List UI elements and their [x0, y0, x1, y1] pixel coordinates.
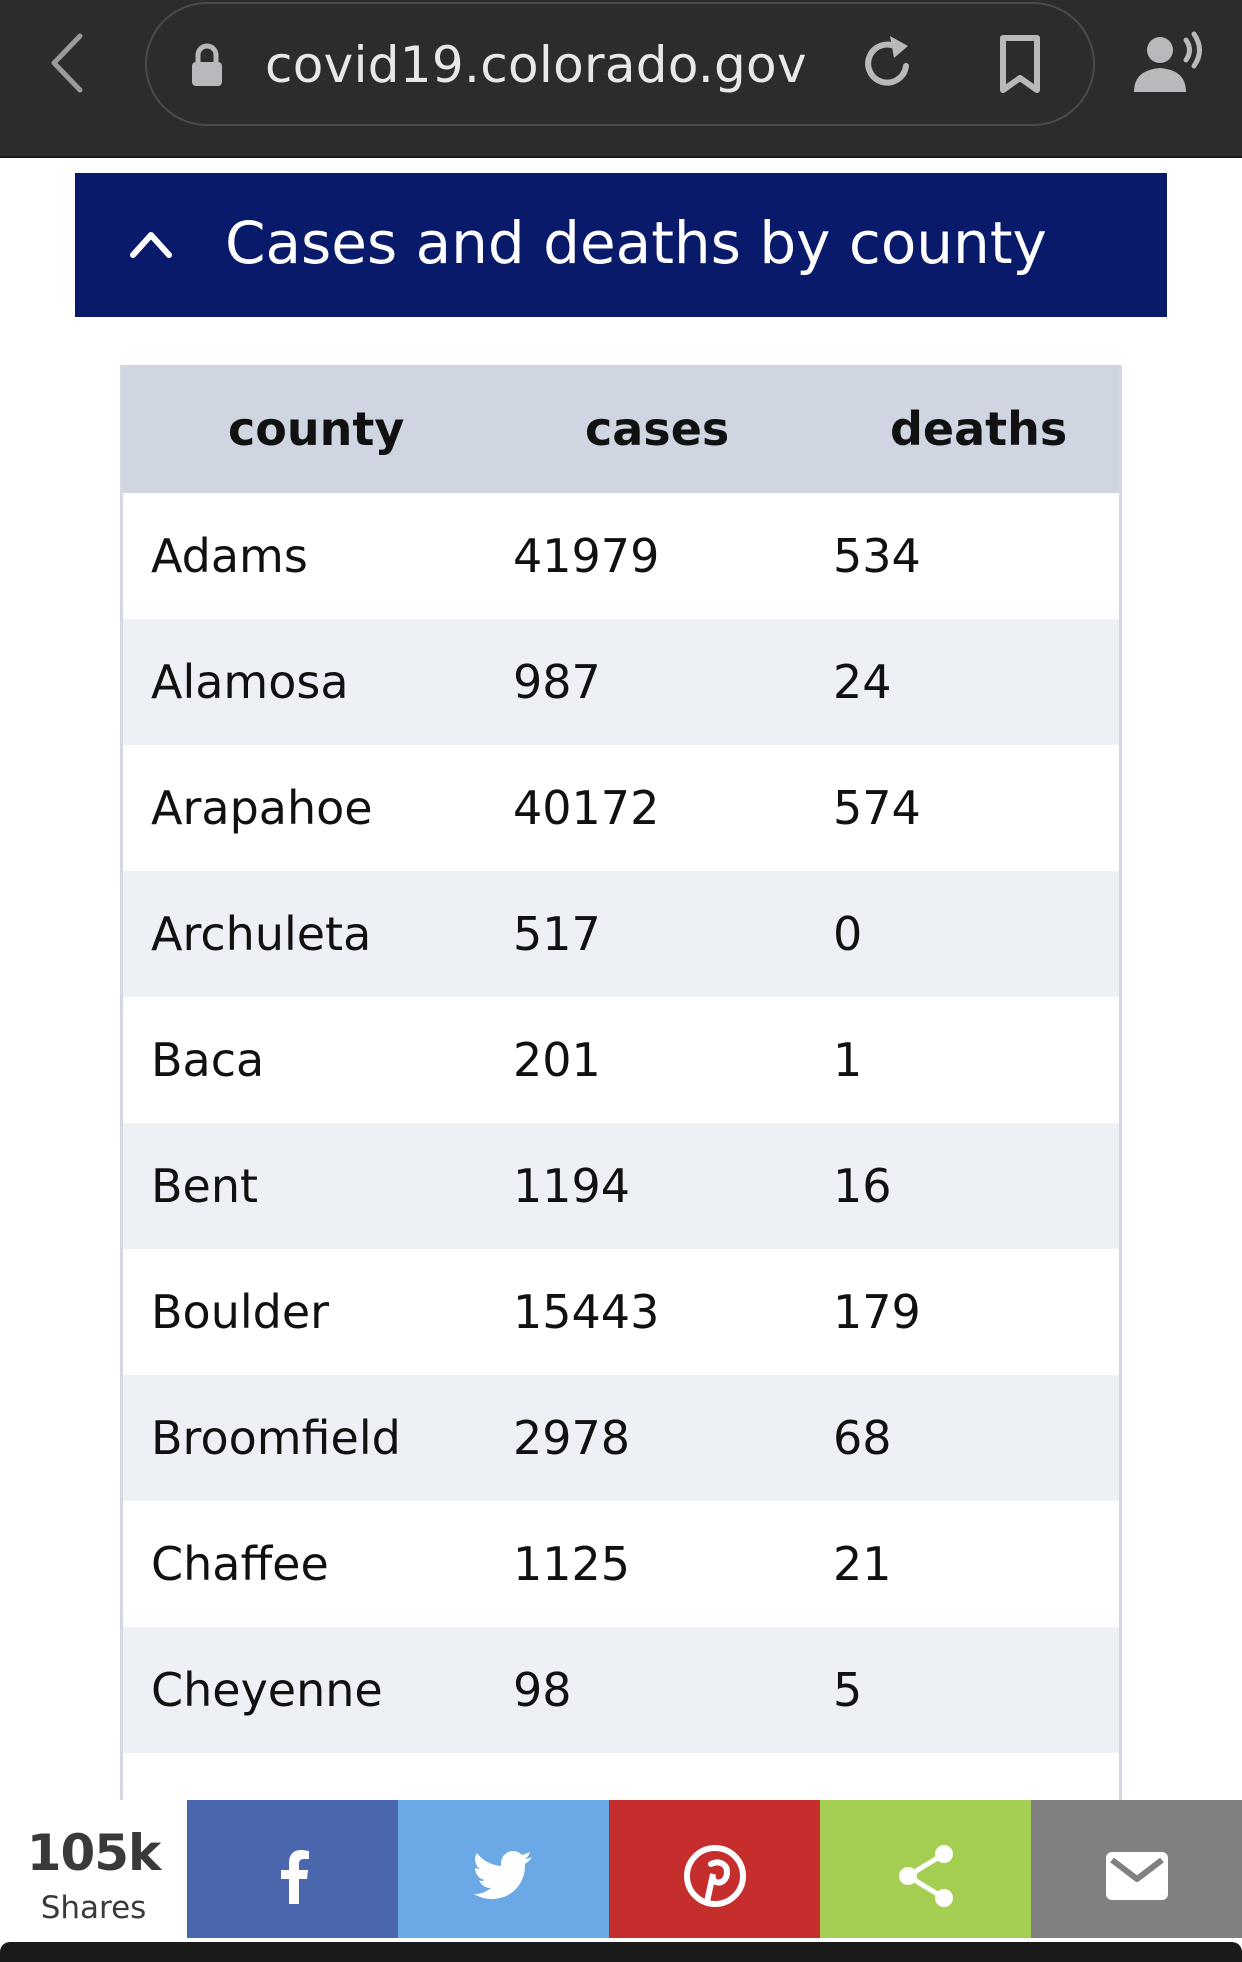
table-row: Archuleta 517 0: [123, 871, 1119, 997]
facebook-icon: [280, 1849, 309, 1904]
url-text[interactable]: covid19.colorado.gov: [265, 36, 807, 94]
table-header: county cases deaths: [123, 365, 1119, 493]
cell-cases: 2978: [513, 1411, 631, 1465]
county-table: county cases deaths Adams 41979 534 Alam…: [120, 365, 1122, 1820]
cell-county: Alamosa: [151, 655, 349, 709]
chevron-left-icon: [51, 33, 83, 93]
cell-cases: 40172: [513, 781, 660, 835]
table-row: Adams 41979 534: [123, 493, 1119, 619]
cell-cases: 98: [513, 1663, 572, 1717]
cell-county: Bent: [151, 1159, 259, 1213]
cell-county: Chaffee: [151, 1537, 329, 1591]
home-indicator: [0, 1938, 1242, 1962]
table-row: Cheyenne 98 5: [123, 1627, 1119, 1753]
cell-deaths: 534: [833, 529, 921, 583]
cell-deaths: 24: [833, 655, 892, 709]
table-row: Bent 1194 16: [123, 1123, 1119, 1249]
cell-deaths: 16: [833, 1159, 892, 1213]
share-count-label: Shares: [40, 1890, 147, 1926]
twitter-icon: [473, 1850, 532, 1899]
cell-county: Arapahoe: [151, 781, 373, 835]
address-bar[interactable]: [145, 2, 1095, 126]
column-header-deaths: deaths: [890, 402, 1068, 456]
accordion-header[interactable]: Cases and deaths by county: [75, 173, 1167, 317]
table-body: Adams 41979 534 Alamosa 987 24 Arapahoe …: [123, 493, 1119, 1753]
read-aloud-icon[interactable]: [1130, 30, 1210, 96]
share-count-number: 105k: [26, 1824, 162, 1882]
cell-deaths: 574: [833, 781, 921, 835]
cell-cases: 517: [513, 907, 601, 961]
lock-icon: [190, 42, 224, 88]
cell-cases: 1194: [513, 1159, 631, 1213]
bookmark-icon[interactable]: [995, 34, 1045, 94]
share-icon: [898, 1844, 953, 1907]
table-row: Baca 201 1: [123, 997, 1119, 1123]
share-count: 105k Shares: [0, 1800, 187, 1951]
cell-cases: 41979: [513, 529, 660, 583]
back-button[interactable]: [44, 28, 104, 98]
cell-deaths: 179: [833, 1285, 921, 1339]
email-share-button[interactable]: [1031, 1800, 1242, 1951]
pinterest-share-button[interactable]: [609, 1800, 820, 1951]
accordion-title: Cases and deaths by county: [225, 209, 1047, 277]
cell-cases: 15443: [513, 1285, 660, 1339]
table-row: Broomfield 2978 68: [123, 1375, 1119, 1501]
cell-cases: 1125: [513, 1537, 631, 1591]
table-row: Boulder 15443 179: [123, 1249, 1119, 1375]
cell-deaths: 1: [833, 1033, 863, 1087]
share-bar: 105k Shares: [0, 1800, 1242, 1951]
cell-county: Boulder: [151, 1285, 330, 1339]
table-row: Chaffee 1125 21: [123, 1501, 1119, 1627]
pinterest-icon: [683, 1844, 746, 1907]
reload-icon[interactable]: [860, 32, 916, 94]
chevron-up-icon: [127, 223, 175, 263]
column-header-cases: cases: [585, 402, 730, 456]
cell-deaths: 0: [833, 907, 863, 961]
table-row: Arapahoe 40172 574: [123, 745, 1119, 871]
cell-deaths: 21: [833, 1537, 892, 1591]
cell-cases: 987: [513, 655, 601, 709]
cell-county: Adams: [151, 529, 308, 583]
email-icon: [1105, 1851, 1168, 1900]
cell-deaths: 5: [833, 1663, 863, 1717]
column-header-county: county: [228, 402, 405, 456]
cell-county: Cheyenne: [151, 1663, 383, 1717]
cell-county: Archuleta: [151, 907, 372, 961]
facebook-share-button[interactable]: [187, 1800, 398, 1951]
cell-deaths: 68: [833, 1411, 892, 1465]
cell-county: Broomfield: [151, 1411, 401, 1465]
browser-toolbar: covid19.colorado.gov: [0, 0, 1242, 158]
cell-cases: 201: [513, 1033, 601, 1087]
table-row: Alamosa 987 24: [123, 619, 1119, 745]
share-button[interactable]: [820, 1800, 1031, 1951]
twitter-share-button[interactable]: [398, 1800, 609, 1951]
cell-county: Baca: [151, 1033, 265, 1087]
